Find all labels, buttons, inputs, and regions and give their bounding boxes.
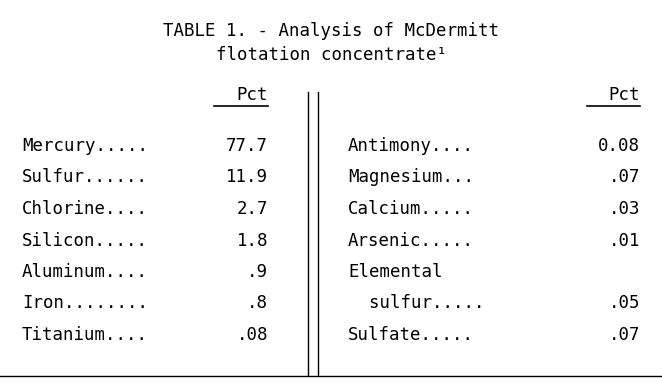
Text: Mercury.....: Mercury..... [22, 137, 148, 155]
Text: .01: .01 [608, 232, 640, 250]
Text: Pct: Pct [608, 86, 640, 104]
Text: 0.08: 0.08 [598, 137, 640, 155]
Text: Titanium....: Titanium.... [22, 326, 148, 344]
Text: Silicon.....: Silicon..... [22, 232, 148, 250]
Text: Chlorine....: Chlorine.... [22, 200, 148, 218]
Text: flotation concentrate¹: flotation concentrate¹ [216, 46, 446, 64]
Text: .07: .07 [608, 169, 640, 187]
Text: .07: .07 [608, 326, 640, 344]
Text: Antimony....: Antimony.... [348, 137, 474, 155]
Text: 11.9: 11.9 [226, 169, 268, 187]
Text: 1.8: 1.8 [236, 232, 268, 250]
Text: 77.7: 77.7 [226, 137, 268, 155]
Text: Arsenic.....: Arsenic..... [348, 232, 474, 250]
Text: Aluminum....: Aluminum.... [22, 263, 148, 281]
Text: TABLE 1. - Analysis of McDermitt: TABLE 1. - Analysis of McDermitt [163, 22, 499, 40]
Text: .9: .9 [247, 263, 268, 281]
Text: Elemental: Elemental [348, 263, 442, 281]
Text: Iron........: Iron........ [22, 295, 148, 313]
Text: .05: .05 [608, 295, 640, 313]
Text: .8: .8 [247, 295, 268, 313]
Text: Pct: Pct [236, 86, 268, 104]
Text: Sulfur......: Sulfur...... [22, 169, 148, 187]
Text: sulfur.....: sulfur..... [348, 295, 485, 313]
Text: Calcium.....: Calcium..... [348, 200, 474, 218]
Text: 2.7: 2.7 [236, 200, 268, 218]
Text: .08: .08 [236, 326, 268, 344]
Text: .03: .03 [608, 200, 640, 218]
Text: Magnesium...: Magnesium... [348, 169, 474, 187]
Text: Sulfate.....: Sulfate..... [348, 326, 474, 344]
